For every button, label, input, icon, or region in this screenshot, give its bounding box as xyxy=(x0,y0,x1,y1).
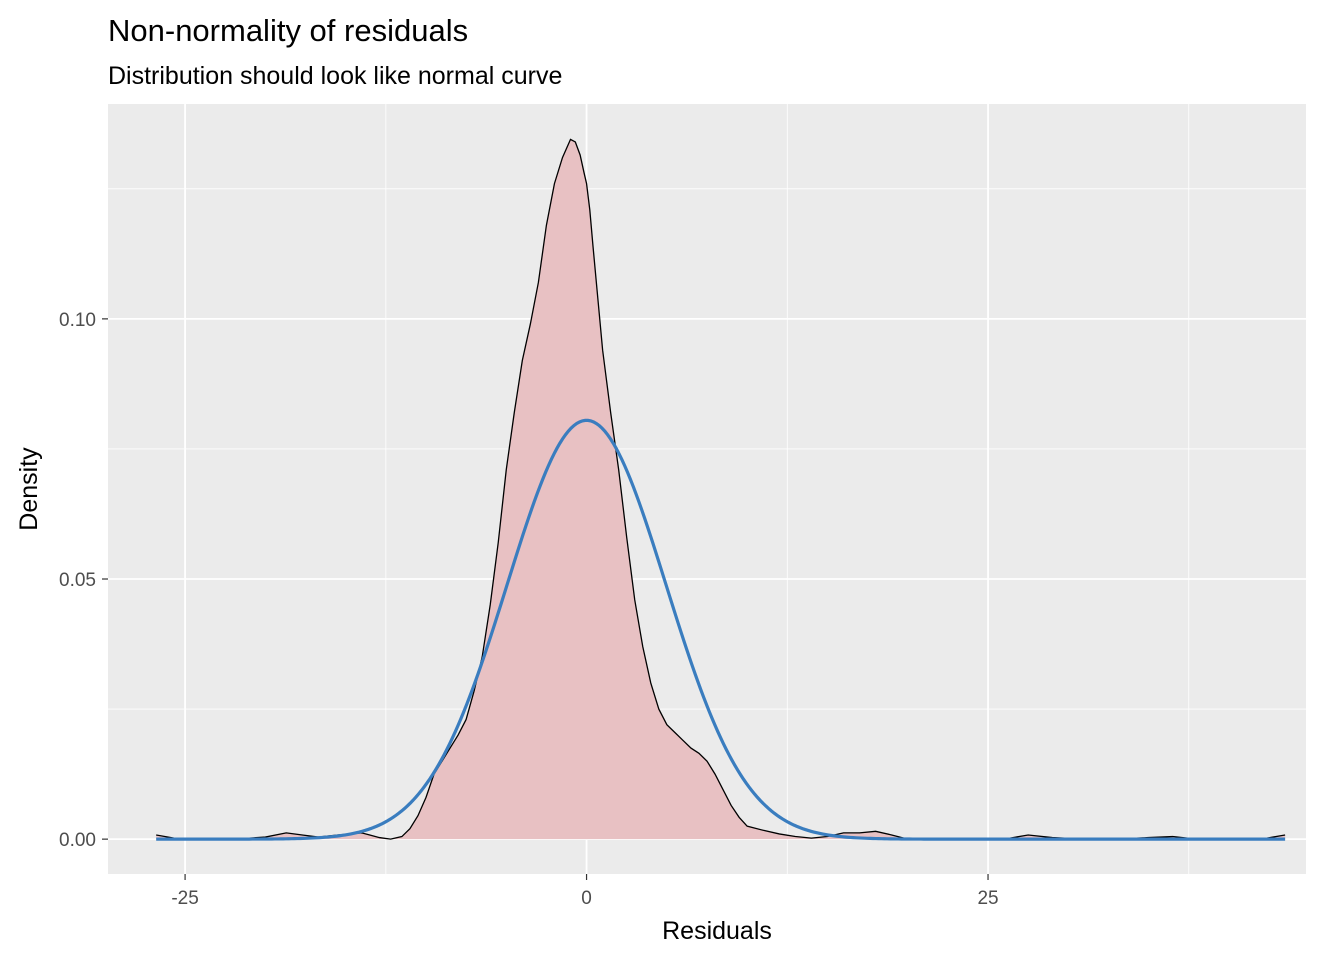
chart-subtitle: Distribution should look like normal cur… xyxy=(108,62,562,90)
y-tick-label: 0.00 xyxy=(59,830,96,851)
plot-panel xyxy=(108,104,1306,874)
y-axis-title: Density xyxy=(15,447,43,531)
y-tick-label: 0.10 xyxy=(59,310,96,331)
chart-title: Non-normality of residuals xyxy=(108,13,468,48)
normal-curve xyxy=(156,418,1286,841)
x-axis-ticks: -25 0 25 xyxy=(171,874,999,909)
x-tick-label: 0 xyxy=(581,888,592,909)
x-tick-label: 25 xyxy=(977,888,998,909)
x-axis-title: Residuals xyxy=(662,917,772,945)
grid-minor xyxy=(108,104,1306,874)
y-tick-label: 0.05 xyxy=(59,570,96,591)
y-axis-ticks: 0.00 0.05 0.10 xyxy=(59,310,108,851)
x-tick-label: -25 xyxy=(171,888,198,909)
density-curve xyxy=(156,138,1286,840)
